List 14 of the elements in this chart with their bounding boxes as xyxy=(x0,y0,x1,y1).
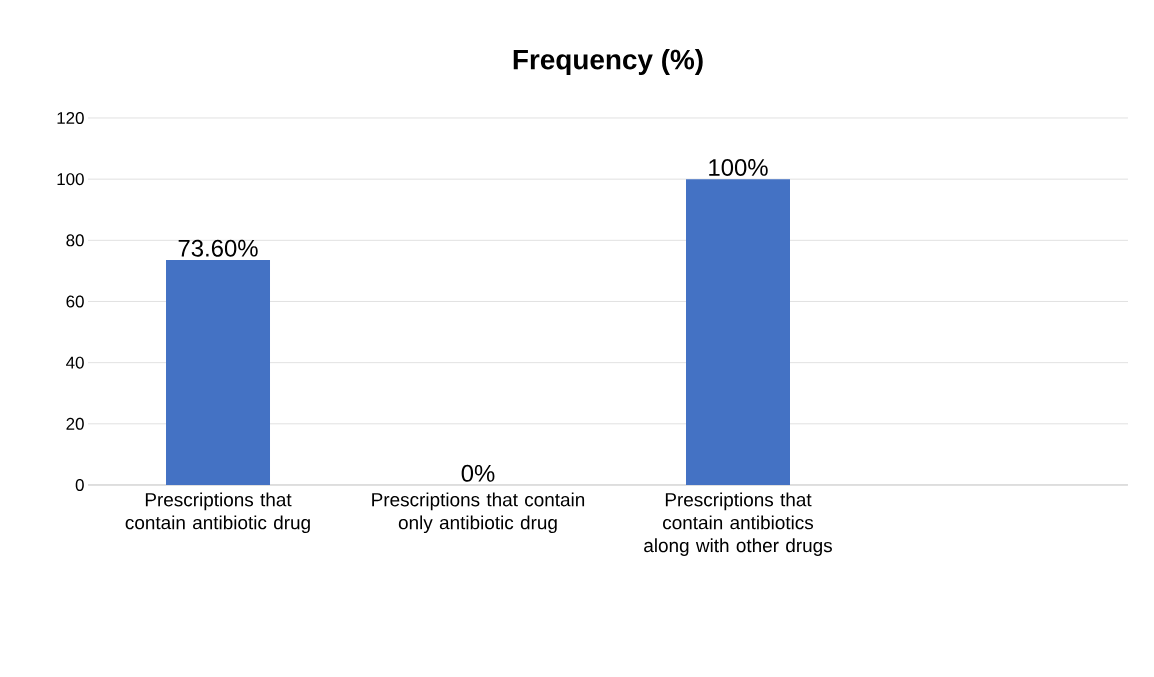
x-tick-label: Prescriptions that contain only antibiotic drug xyxy=(372,492,585,534)
y-tick-label: 40 xyxy=(66,356,84,369)
x-tick-label: Prescriptions that contain antibiotic drug xyxy=(125,492,310,534)
x-tick-label: Prescriptions that contain antibiotics along with other drugs xyxy=(644,492,832,556)
y-tick-label: 80 xyxy=(66,234,84,247)
y-tick-label: 60 xyxy=(66,295,84,308)
data-label: 73.60% xyxy=(178,239,258,257)
y-tick-label: 100 xyxy=(57,173,84,186)
y-tick-label: 120 xyxy=(57,111,84,124)
data-label: 100% xyxy=(709,159,768,176)
chart-title: Frequency (%) xyxy=(513,49,703,75)
y-tick-label: 0 xyxy=(75,478,84,491)
data-label: 0% xyxy=(461,464,495,482)
y-tick-label: 20 xyxy=(66,417,84,430)
